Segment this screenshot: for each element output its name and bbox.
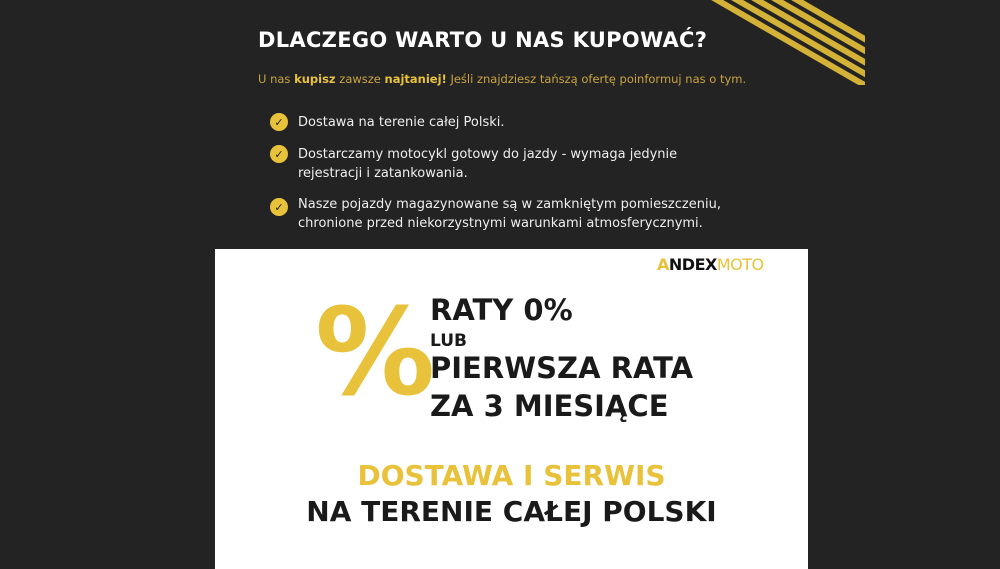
promo-line: LUB	[430, 331, 467, 351]
promo-line: RATY 0%	[430, 293, 573, 327]
promo-line: PIERWSZA RATA	[430, 351, 694, 385]
check-circle-icon: ✓	[270, 113, 288, 131]
benefit-text: rejestracji i zatankowania.	[298, 166, 468, 181]
benefit-item: ✓ Dostawa na terenie całej Polski.	[270, 113, 505, 132]
benefit-text: Dostawa na terenie całej Polski.	[298, 115, 505, 130]
delivery-subheading: NA TERENIE CAŁEJ POLSKI	[306, 495, 717, 528]
benefit-item: ✓ Dostarczamy motocykl gotowy do jazdy -…	[270, 145, 677, 183]
percent-icon: %	[315, 284, 436, 423]
benefit-item: ✓ Nasze pojazdy magazynowane są w zamkni…	[270, 195, 721, 233]
page-title: DLACZEGO WARTO U NAS KUPOWAĆ?	[258, 28, 708, 52]
promo-banner: ANDEXMOTO % RATY 0% LUB PIERWSZA RATA ZA…	[215, 249, 808, 569]
subtitle: U nas kupisz zawsze najtaniej! Jeśli zna…	[258, 72, 747, 86]
benefit-text: Nasze pojazdy magazynowane są w zamknięt…	[298, 197, 721, 212]
delivery-heading: DOSTAWA I SERWIS	[357, 459, 666, 492]
benefit-text: chronione przed niekorzystnymi warunkami…	[298, 216, 703, 231]
check-circle-icon: ✓	[270, 198, 288, 216]
check-circle-icon: ✓	[270, 145, 288, 163]
andexmoto-logo: ANDEXMOTO	[657, 255, 764, 274]
benefit-text: Dostarczamy motocykl gotowy do jazdy - w…	[298, 147, 678, 162]
promo-line: ZA 3 MIESIĄCE	[430, 389, 669, 423]
